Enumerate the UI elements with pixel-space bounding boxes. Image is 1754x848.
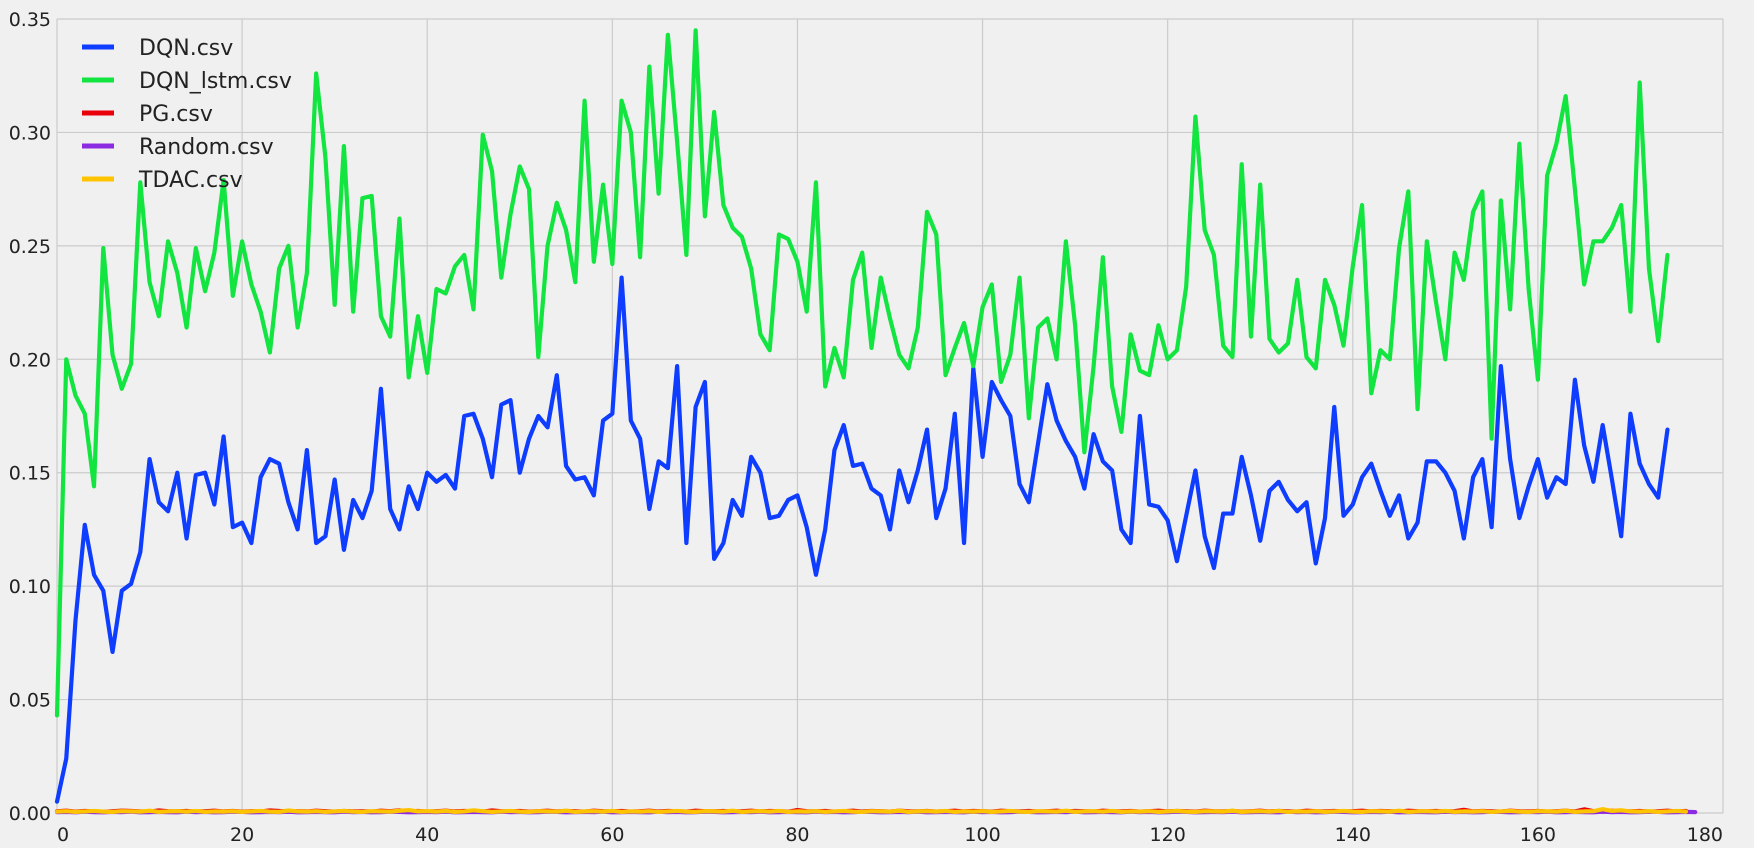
y-tick-label: 0.35	[9, 9, 51, 31]
x-tick-label: 100	[964, 824, 1000, 846]
y-tick-label: 0.05	[9, 690, 51, 712]
y-axis-tick-labels: 0.00 0.05 0.10 0.15 0.20 0.25 0.30 0.35	[9, 9, 51, 825]
series-line-dqn-lstm	[54, 28, 1670, 718]
y-tick-label: 0.20	[9, 349, 51, 371]
x-tick-label: 180	[1687, 824, 1723, 846]
y-tick-label: 0.25	[9, 236, 51, 258]
x-tick-label: 120	[1150, 824, 1186, 846]
x-gridlines	[56, 19, 1724, 813]
x-tick-label: 80	[785, 824, 809, 846]
y-tick-label: 0.30	[9, 122, 51, 144]
x-tick-label: 160	[1520, 824, 1556, 846]
legend-label: DQN_lstm.csv	[139, 69, 292, 94]
series-line-dqn	[54, 275, 1670, 804]
y-tick-label: 0.10	[9, 576, 51, 598]
legend-label: TDAC.csv	[138, 168, 243, 193]
y-tick-label: 0.00	[9, 803, 51, 825]
x-axis-tick-labels: 0 20 40 60 80 100 120 140 160 180	[57, 824, 1723, 846]
series-line-tdac	[54, 807, 1689, 814]
x-tick-label: 40	[415, 824, 439, 846]
x-tick-label: 0	[57, 824, 69, 846]
x-tick-label: 140	[1335, 824, 1371, 846]
series-lines	[54, 28, 1698, 815]
legend-label: DQN.csv	[139, 36, 233, 61]
x-tick-label: 60	[600, 824, 624, 846]
legend-label: PG.csv	[139, 102, 213, 127]
x-tick-label: 20	[230, 824, 254, 846]
legend: DQN.csv DQN_lstm.csv PG.csv Random.csv TDAC.…	[82, 36, 292, 193]
legend-label: Random.csv	[139, 135, 274, 160]
y-tick-label: 0.15	[9, 463, 51, 485]
